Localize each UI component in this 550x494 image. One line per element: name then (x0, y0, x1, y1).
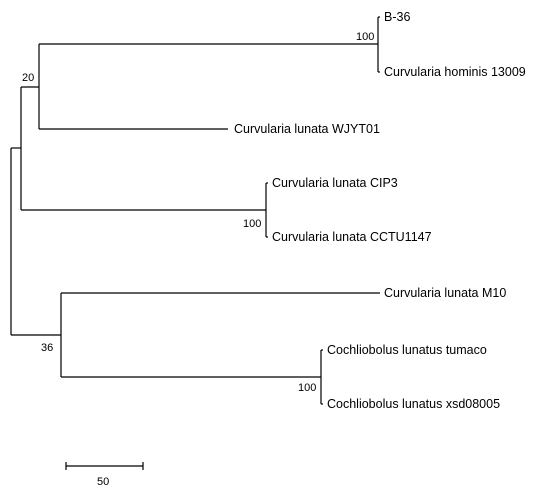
taxon-label-curvularia-lunata-wjyt01: Curvularia lunata WJYT01 (234, 122, 380, 136)
scale-bar-label: 50 (97, 476, 109, 488)
bootstrap-lower-clade: 36 (41, 342, 53, 354)
scale-bar: 50 (65, 462, 144, 488)
taxon-label-curvularia-lunata-m10: Curvularia lunata M10 (384, 286, 506, 300)
taxon-label-b36: B-36 (384, 10, 410, 24)
bootstrap-cip3-cctu: 100 (243, 218, 261, 230)
taxon-label-curvularia-hominis-13009: Curvularia hominis 13009 (384, 65, 526, 79)
taxon-label-cochliobolus-lunatus-xsd08005: Cochliobolus lunatus xsd08005 (327, 397, 500, 411)
taxon-label-cochliobolus-lunatus-tumaco: Cochliobolus lunatus tumaco (327, 343, 487, 357)
taxon-label-curvularia-lunata-cctu1147: Curvularia lunata CCTU1147 (272, 230, 432, 244)
bootstrap-upper-clade: 20 (22, 72, 34, 84)
taxon-label-curvularia-lunata-cip3: Curvularia lunata CIP3 (272, 176, 398, 190)
bootstrap-tumaco-xsd: 100 (298, 382, 316, 394)
bootstrap-b36-hominis: 100 (356, 31, 374, 43)
